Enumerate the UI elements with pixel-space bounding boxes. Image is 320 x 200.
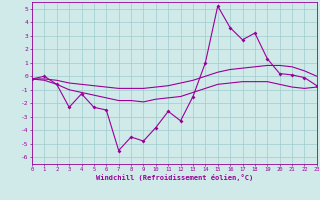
X-axis label: Windchill (Refroidissement éolien,°C): Windchill (Refroidissement éolien,°C) bbox=[96, 174, 253, 181]
